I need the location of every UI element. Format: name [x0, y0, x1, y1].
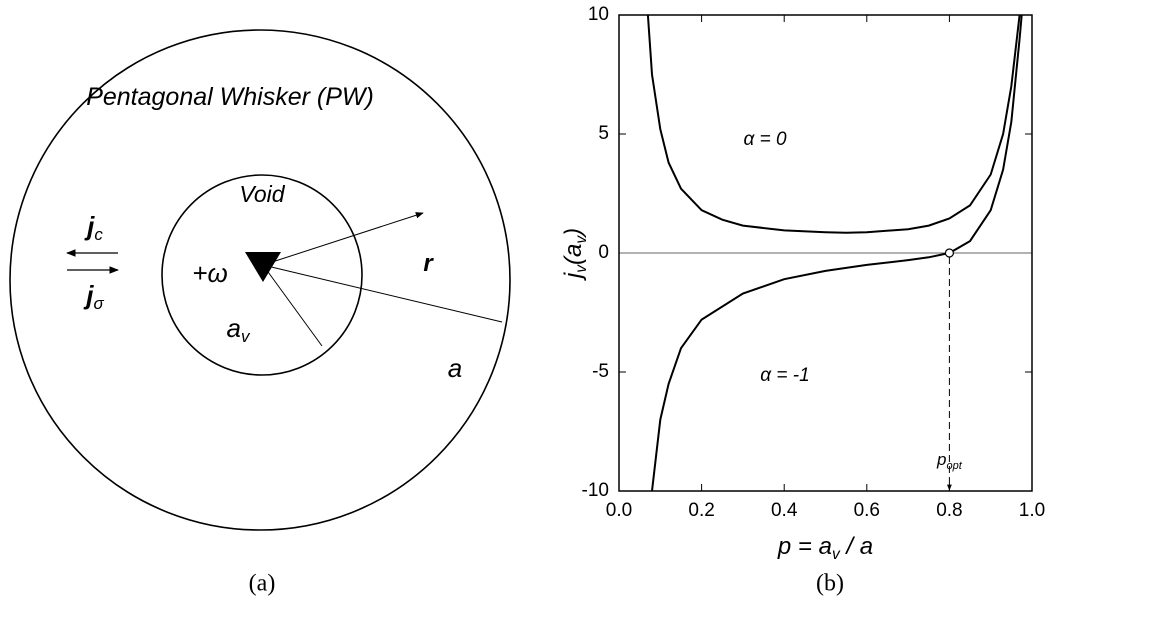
text-part: σ	[94, 294, 105, 313]
x-tick-label: 0.0	[606, 500, 632, 521]
x-tick-label: 0.2	[688, 500, 714, 521]
text-part: p	[936, 450, 946, 469]
text-part: Pentagonal Whisker (PW)	[86, 83, 374, 111]
text-part: v	[573, 235, 590, 244]
text-part: a	[227, 313, 241, 343]
r-arrow	[262, 212, 424, 266]
diagram-label: av	[227, 313, 251, 346]
text-part: r	[423, 250, 434, 277]
void-circle	[161, 174, 363, 376]
text-part: j	[560, 272, 587, 281]
optimum-label: popt	[936, 450, 963, 472]
diagram-label: jσ	[83, 280, 104, 313]
curve-label: α = 0	[743, 129, 786, 150]
av-radius	[262, 264, 323, 347]
diagram-label: jc	[84, 211, 103, 244]
text-part: c	[94, 225, 103, 244]
x-tick-label: 0.8	[936, 500, 962, 521]
diagram-label: a	[448, 353, 462, 383]
diagram-label: r	[423, 250, 434, 277]
plot-frame	[618, 14, 1033, 492]
y-tick-label: -10	[582, 480, 609, 501]
diagram-label: Void	[239, 181, 285, 207]
y-axis-label: jv(av)	[560, 228, 590, 281]
diagram-label: +ω	[192, 258, 227, 288]
y-tick-label: 10	[588, 4, 609, 25]
text-part: j	[83, 280, 94, 310]
text-part: opt	[946, 460, 962, 472]
optimum-point	[944, 248, 955, 258]
y-tick-label: 0	[598, 242, 609, 263]
text-part: v	[241, 327, 251, 346]
curve	[651, 15, 1023, 491]
x-axis-label: p = av / a	[777, 533, 873, 563]
diagram	[9, 29, 511, 531]
disclination-symbol	[245, 252, 281, 282]
diagram-label: Pentagonal Whisker (PW)	[86, 83, 374, 111]
a-radius	[262, 264, 503, 323]
curve-label: α = -1	[760, 365, 809, 386]
text-part: )	[560, 228, 587, 239]
x-tick-label: 0.4	[771, 500, 798, 521]
x-tick-label: 1.0	[1019, 500, 1045, 521]
text-part: v	[832, 546, 841, 563]
text-part: +ω	[192, 258, 227, 288]
y-tick-label: 5	[598, 123, 609, 144]
text-part: p = a	[777, 533, 832, 560]
panel-caption: (a)	[249, 571, 276, 597]
text-part: a	[448, 353, 462, 383]
x-tick-label: 0.6	[854, 500, 880, 521]
text-part: (a	[560, 244, 587, 265]
panel-caption: (b)	[816, 571, 844, 597]
y-tick-label: -5	[592, 361, 609, 382]
curve	[646, 15, 1021, 234]
text-part: j	[84, 211, 95, 241]
whisker-circle	[9, 29, 511, 531]
text-part: v	[573, 264, 590, 273]
text-part: Void	[239, 181, 285, 207]
text-part: / a	[840, 533, 873, 560]
